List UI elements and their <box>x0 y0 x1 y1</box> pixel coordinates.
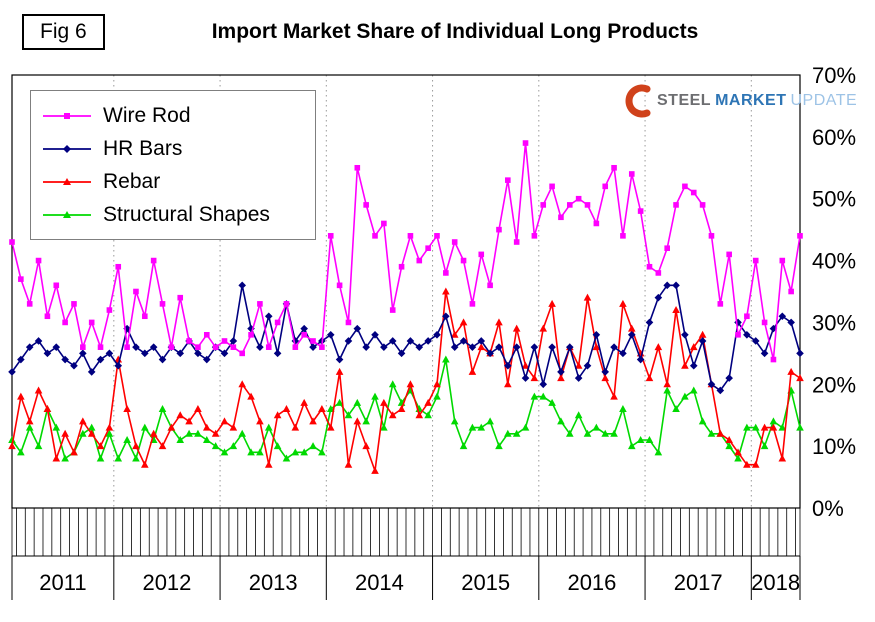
legend-item-rebar: Rebar <box>43 165 309 198</box>
legend-item-hr-bars: HR Bars <box>43 132 309 165</box>
svg-text:50%: 50% <box>812 187 856 212</box>
svg-text:10%: 10% <box>812 434 856 459</box>
svg-text:2018: 2018 <box>751 570 800 595</box>
svg-text:2014: 2014 <box>355 570 404 595</box>
logo-word-market: MARKET <box>715 92 787 109</box>
svg-text:0%: 0% <box>812 496 844 521</box>
chart-title: Import Market Share of Individual Long P… <box>211 20 699 43</box>
legend-item-structural-shapes: Structural Shapes <box>43 198 309 231</box>
legend-label: Rebar <box>103 169 161 193</box>
legend-label: Structural Shapes <box>103 202 270 226</box>
rebar-swatch-icon <box>43 175 91 189</box>
legend-label: Wire Rod <box>103 103 191 127</box>
figure-label: Fig 6 <box>22 14 105 50</box>
svg-text:70%: 70% <box>812 63 856 88</box>
legend-item-wire-rod: Wire Rod <box>43 99 309 132</box>
legend-label: HR Bars <box>103 136 183 160</box>
logo-word-update: UPDATE <box>790 92 858 109</box>
steel-market-update-logo: STEEL MARKET UPDATE <box>620 84 857 118</box>
svg-text:40%: 40% <box>812 249 856 274</box>
svg-text:2017: 2017 <box>674 570 723 595</box>
svg-text:20%: 20% <box>812 372 856 397</box>
svg-text:30%: 30% <box>812 310 856 335</box>
svg-text:2015: 2015 <box>461 570 510 595</box>
svg-text:2013: 2013 <box>249 570 298 595</box>
chart-legend: Wire Rod HR Bars Rebar Structural Shapes <box>30 90 316 240</box>
svg-text:2011: 2011 <box>39 570 86 595</box>
structural-shapes-swatch-icon <box>43 208 91 222</box>
svg-text:2016: 2016 <box>567 570 616 595</box>
hr-bars-swatch-icon <box>43 142 91 156</box>
wire-rod-swatch-icon <box>43 109 91 123</box>
svg-text:60%: 60% <box>812 125 856 150</box>
logo-word-steel: STEEL <box>657 92 712 109</box>
svg-text:2012: 2012 <box>142 570 191 595</box>
smu-logo-swoosh-icon <box>625 84 651 118</box>
